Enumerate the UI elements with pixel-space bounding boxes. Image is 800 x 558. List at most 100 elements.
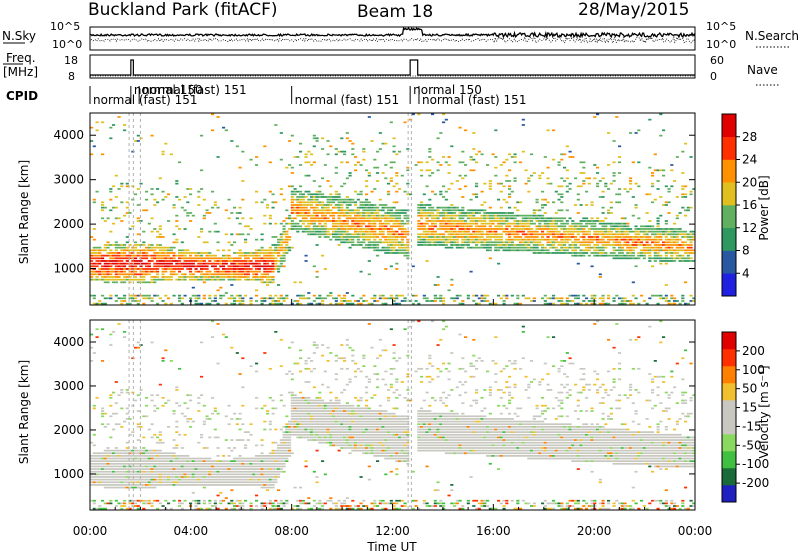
power-pixel: [665, 263, 668, 265]
power-pixel: [236, 273, 239, 275]
power-pixel: [255, 255, 258, 257]
power-pixel: [684, 260, 687, 262]
power-pixel: [516, 220, 519, 222]
power-pixel: [637, 236, 640, 238]
power-pixel: [269, 295, 272, 297]
power-pixel: [582, 233, 585, 235]
power-pixel: [459, 127, 462, 129]
power-pixel: [434, 244, 437, 246]
power-pixel: [197, 303, 200, 305]
power-pixel: [145, 295, 148, 297]
power-pixel: [354, 201, 357, 203]
power-pixel: [439, 295, 442, 297]
power-pixel: [613, 241, 616, 243]
power-pixel: [662, 231, 665, 233]
velocity-pixel: [173, 463, 176, 465]
power-pixel: [269, 217, 272, 219]
velocity-pixel: [228, 474, 231, 476]
power-pixel: [294, 188, 297, 190]
velocity-pixel: [167, 476, 170, 478]
power-pixel: [563, 239, 566, 241]
power-pixel: [651, 231, 654, 233]
power-colorbar-label: Power [dB]: [757, 175, 771, 240]
power-pixel: [624, 188, 627, 190]
power-pixel: [313, 145, 316, 147]
velocity-pixel: [123, 463, 126, 465]
power-pixel: [354, 228, 357, 230]
power-pixel: [252, 263, 255, 265]
power-pixel: [371, 223, 374, 225]
power-pixel: [461, 228, 464, 230]
power-pixel: [659, 239, 662, 241]
power-pixel: [302, 217, 305, 219]
power-pixel: [670, 260, 673, 262]
power-pixel: [516, 295, 519, 297]
power-pixel: [184, 265, 187, 267]
power-pixel: [676, 231, 679, 233]
power-pixel: [659, 244, 662, 246]
power-pixel: [596, 244, 599, 246]
power-pixel: [228, 260, 231, 262]
power-pixel: [635, 257, 638, 259]
power-pixel: [508, 236, 511, 238]
power-pixel: [393, 207, 396, 209]
power-pixel: [481, 247, 484, 249]
power-pixel: [153, 255, 156, 257]
power-pixel: [514, 228, 517, 230]
power-pixel: [96, 303, 99, 305]
power-pixel: [640, 236, 643, 238]
velocity-pixel: [230, 439, 233, 441]
power-pixel: [173, 268, 176, 270]
power-pixel: [104, 244, 107, 246]
power-pixel: [613, 223, 616, 225]
power-pixel: [657, 217, 660, 219]
power-pixel: [384, 268, 387, 270]
power-pixel: [349, 199, 352, 201]
power-pixel: [566, 297, 569, 299]
power-pixel: [604, 303, 607, 305]
power-pixel: [684, 281, 687, 283]
power-pixel: [362, 159, 365, 161]
power-pixel: [112, 244, 115, 246]
power-pixel: [233, 241, 236, 243]
power-pixel: [112, 279, 115, 281]
velocity-pixel: [178, 463, 181, 465]
power-pixel: [643, 249, 646, 251]
power-pixel: [577, 225, 580, 227]
power-pixel: [481, 239, 484, 241]
power-pixel: [93, 271, 96, 273]
power-pixel: [313, 212, 316, 214]
power-pixel: [599, 239, 602, 241]
power-pixel: [569, 183, 572, 185]
power-pixel: [109, 268, 112, 270]
power-pixel: [101, 257, 104, 259]
power-pixel: [670, 252, 673, 254]
power-pixel: [665, 295, 668, 297]
power-pixel: [131, 225, 134, 227]
power-pixel: [670, 255, 673, 257]
power-pixel: [637, 239, 640, 241]
power-pixel: [197, 236, 200, 238]
velocity-pixel: [112, 487, 115, 489]
power-pixel: [607, 132, 610, 134]
power-pixel: [654, 252, 657, 254]
power-pixel: [417, 233, 420, 235]
power-pixel: [552, 239, 555, 241]
power-pixel: [195, 276, 198, 278]
power-pixel: [354, 215, 357, 217]
power-pixel: [115, 300, 118, 302]
power-pixel: [684, 249, 687, 251]
velocity-pixel: [137, 460, 140, 462]
power-pixel: [456, 239, 459, 241]
power-pixel: [662, 228, 665, 230]
power-pixel: [637, 233, 640, 235]
power-pixel: [610, 207, 613, 209]
power-pixel: [239, 167, 242, 169]
power-pixel: [456, 244, 459, 246]
power-pixel: [239, 249, 242, 251]
power-pixel: [659, 231, 662, 233]
power-pixel: [233, 207, 236, 209]
power-pixel: [560, 185, 563, 187]
power-pixel: [423, 241, 426, 243]
velocity-pixel: [178, 460, 181, 462]
